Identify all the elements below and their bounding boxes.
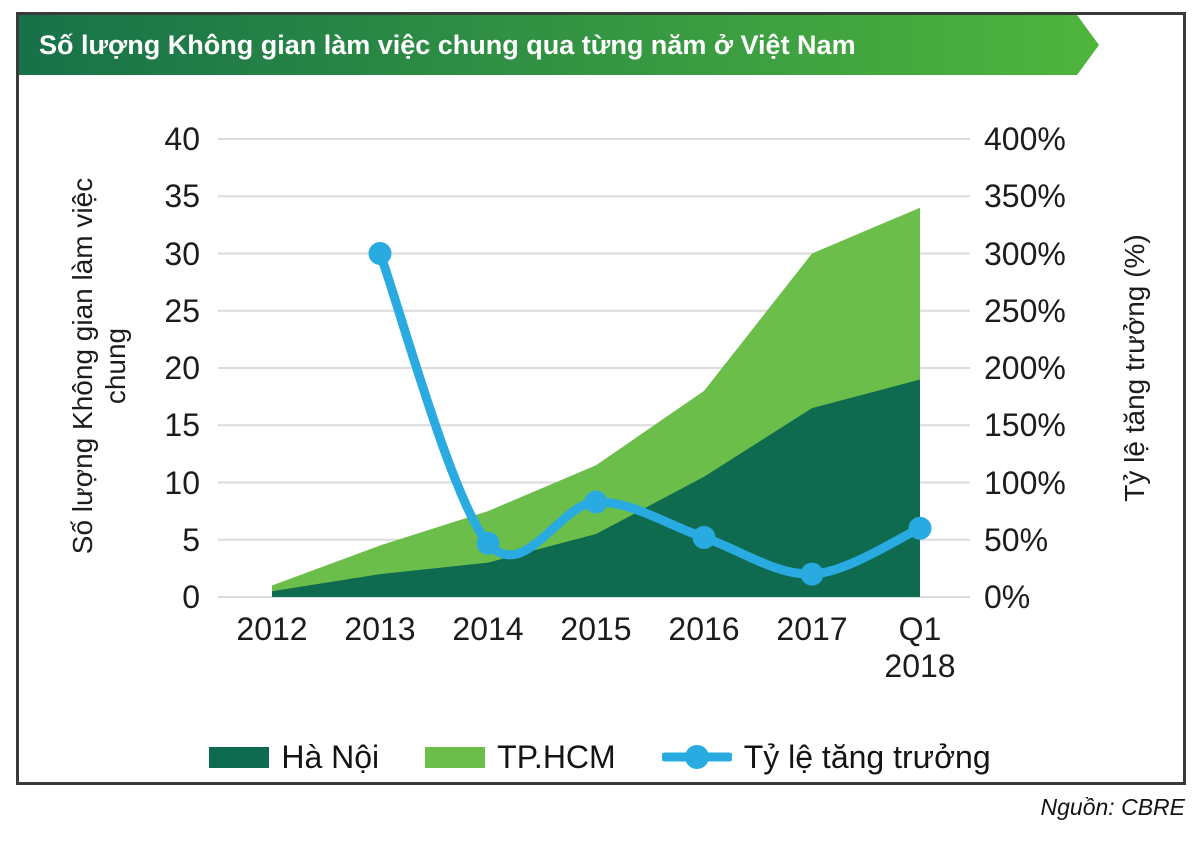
legend-label-tphcm: TP.HCM — [497, 738, 616, 775]
left-axis-title: Số lượng Không gian làm việc chung — [67, 177, 131, 555]
legend: Hà Nội TP.HCM Tỷ lệ tăng trưởng — [0, 736, 1200, 778]
y-right-tick-label: 200% — [984, 350, 1066, 386]
source-note: Nguồn: CBRE — [1040, 794, 1185, 820]
y-right-tick-label: 250% — [984, 292, 1066, 329]
right-axis-title: Tỷ lệ tăng trưởng (%) — [1119, 234, 1150, 502]
y-right-tick-label: 100% — [984, 464, 1066, 501]
x-tick-label: 2014 — [452, 611, 524, 647]
y-right-tick-label: 350% — [984, 178, 1066, 215]
y-right-tick-label: 300% — [984, 235, 1066, 272]
x-tick-label: 2013 — [344, 611, 416, 647]
y-right-tick-label: 0% — [984, 579, 1031, 615]
chart-title: Số lượng Không gian làm việc chung qua t… — [39, 29, 856, 60]
y-left-tick-label: 15 — [164, 407, 200, 444]
title-banner: Số lượng Không gian làm việc chung qua t… — [19, 15, 1099, 75]
legend-item-hanoi: Hà Nội — [209, 739, 379, 776]
y-left-tick-label: 10 — [164, 464, 200, 501]
y-left-tick-label: 35 — [164, 178, 200, 215]
x-tick-label: 2015 — [560, 611, 632, 647]
chart-frame: Số lượng Không gian làm việc chung qua t… — [16, 12, 1186, 785]
x-tick-label: 2016 — [668, 611, 740, 647]
x-tick-label: 2017 — [776, 611, 848, 647]
y-left-tick-label: 25 — [164, 292, 200, 329]
hanoi-swatch-icon — [209, 746, 270, 768]
y-right-tick-label: 50% — [984, 521, 1049, 558]
x-tick-label: 2012 — [236, 611, 308, 647]
y-right-tick-label: 150% — [984, 407, 1066, 444]
growth-line-icon — [661, 745, 732, 769]
tphcm-swatch-icon — [425, 746, 486, 768]
y-left-tick-label: 30 — [164, 235, 200, 272]
x-tick-label: Q1 2018 — [884, 611, 956, 684]
y-left-tick-label: 5 — [182, 521, 200, 558]
y-right-tick-label: 400% — [984, 121, 1066, 157]
legend-item-tphcm: TP.HCM — [425, 739, 616, 776]
y-left-tick-label: 40 — [164, 121, 200, 157]
legend-label-hanoi: Hà Nội — [281, 738, 380, 775]
legend-item-growth: Tỷ lệ tăng trưởng — [661, 738, 991, 776]
y-left-tick-label: 20 — [164, 350, 200, 386]
legend-label-growth: Tỷ lệ tăng trưởng — [743, 738, 991, 775]
y-left-tick-label: 0 — [182, 579, 200, 615]
